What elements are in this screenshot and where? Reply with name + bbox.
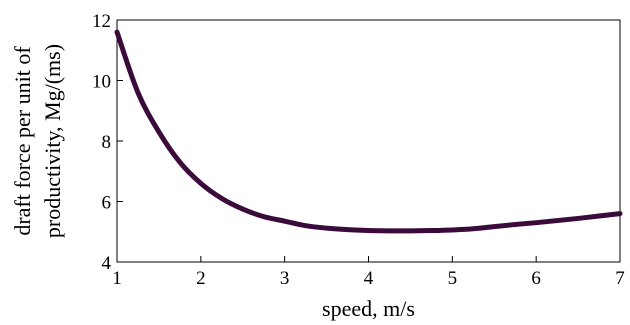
- x-axis-ticks: 1 2 3 4 5 6 7: [112, 256, 625, 289]
- x-tick-label: 3: [280, 268, 290, 289]
- y-tick-label: 4: [102, 253, 112, 274]
- plot-area: [116, 19, 621, 263]
- plot-frame: [116, 19, 621, 263]
- y-axis-label: draft force per unit of productivity, Mg/…: [10, 44, 65, 238]
- series-layer: [114, 29, 623, 234]
- x-tick-label: 2: [196, 268, 206, 289]
- y-axis-label-line: draft force per unit of: [10, 46, 35, 236]
- x-tick-label: 5: [448, 268, 458, 289]
- y-tick-label: 8: [102, 132, 112, 153]
- x-tick-label: 6: [531, 268, 541, 289]
- x-axis-label: speed, m/s: [322, 296, 415, 321]
- y-axis-ticks: 4 6 8 10 12: [92, 11, 123, 274]
- series-line: [114, 29, 623, 234]
- y-tick-label: 12: [92, 11, 111, 32]
- x-tick-label: 7: [615, 268, 625, 289]
- y-tick-label: 10: [92, 72, 111, 93]
- x-tick-label: 4: [364, 268, 374, 289]
- y-axis-label-line: productivity, Mg/(ms): [40, 44, 65, 238]
- y-tick-label: 6: [102, 193, 112, 214]
- x-tick-label: 1: [112, 268, 122, 289]
